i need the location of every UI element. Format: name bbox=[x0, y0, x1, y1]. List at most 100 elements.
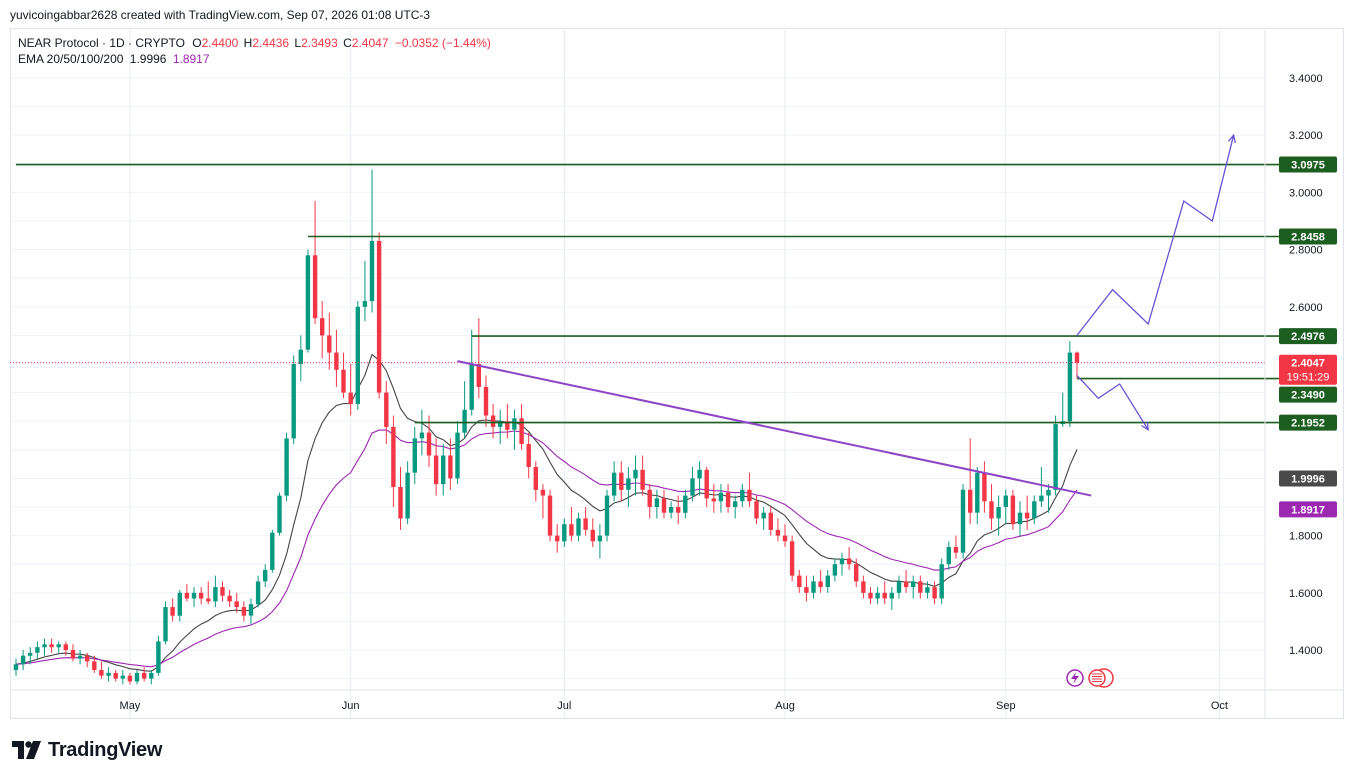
candle-body bbox=[56, 644, 61, 648]
x-tick-label: Jul bbox=[557, 700, 571, 712]
candle-body bbox=[562, 524, 567, 542]
y-tick-label: 1.6000 bbox=[1289, 588, 1323, 600]
candle bbox=[989, 484, 994, 530]
candle-body bbox=[433, 455, 439, 485]
candle-body bbox=[220, 587, 225, 596]
candle-body bbox=[1032, 501, 1037, 519]
candle bbox=[391, 415, 396, 507]
candle bbox=[832, 558, 838, 582]
candle bbox=[1017, 501, 1023, 536]
ema-fast-label: 1.9996 bbox=[1291, 474, 1325, 486]
candle-body bbox=[903, 581, 909, 588]
candle-body bbox=[469, 364, 474, 410]
candle bbox=[284, 432, 289, 502]
candle-body bbox=[804, 587, 809, 593]
candle-body bbox=[982, 472, 987, 502]
candle-body bbox=[476, 364, 481, 387]
candle-body bbox=[1010, 495, 1016, 525]
candle-body bbox=[483, 386, 489, 416]
candle-body bbox=[697, 469, 702, 479]
candle-body bbox=[519, 418, 524, 444]
candle-body bbox=[668, 507, 674, 513]
candle bbox=[619, 461, 624, 502]
candle-body bbox=[263, 569, 268, 582]
candle bbox=[754, 495, 759, 525]
candle-body bbox=[384, 392, 389, 427]
candle-body bbox=[376, 241, 382, 393]
candle-body bbox=[846, 558, 852, 565]
candle bbox=[968, 438, 973, 525]
current-price-label-box bbox=[1279, 354, 1337, 385]
current-price-label-countdown: 19:51:29 bbox=[1287, 372, 1330, 384]
candle-body bbox=[426, 432, 432, 456]
candle bbox=[1024, 495, 1030, 530]
candle-body bbox=[526, 444, 531, 467]
candle bbox=[982, 461, 987, 513]
candle bbox=[441, 444, 446, 496]
candle-body bbox=[811, 581, 816, 593]
candle-body bbox=[590, 529, 595, 542]
candle-body bbox=[797, 575, 802, 587]
candle bbox=[255, 575, 261, 608]
y-tick-label: 1.4000 bbox=[1289, 645, 1323, 657]
candle-body bbox=[597, 535, 603, 542]
candle bbox=[490, 404, 496, 439]
candle-body bbox=[134, 672, 140, 682]
candle bbox=[768, 507, 773, 536]
candle-body bbox=[540, 489, 546, 496]
candle-body bbox=[654, 498, 660, 507]
tradingview-logo-icon bbox=[12, 741, 41, 759]
candle bbox=[85, 652, 90, 668]
candle-body bbox=[234, 601, 239, 608]
candle bbox=[604, 489, 610, 542]
candle bbox=[1039, 466, 1044, 507]
candle-body bbox=[825, 575, 830, 587]
candle-body bbox=[1053, 424, 1058, 490]
candle-body bbox=[782, 535, 788, 542]
candle bbox=[113, 670, 118, 682]
candle-body bbox=[49, 644, 54, 648]
candle-body bbox=[854, 564, 859, 582]
candle bbox=[426, 415, 432, 467]
candle-body bbox=[248, 604, 254, 616]
candle-body bbox=[918, 581, 923, 593]
candle bbox=[469, 329, 474, 416]
candle bbox=[341, 352, 346, 399]
y-tick-label: 2.8000 bbox=[1289, 245, 1323, 257]
candle-body bbox=[505, 421, 510, 430]
candle bbox=[1053, 415, 1058, 496]
candle-body bbox=[661, 498, 667, 513]
candle-body bbox=[754, 501, 759, 519]
candle bbox=[206, 581, 211, 605]
candle bbox=[184, 584, 190, 602]
candle-body bbox=[398, 487, 403, 519]
candle-body bbox=[718, 492, 724, 502]
tradingview-logo[interactable]: TradingView bbox=[12, 738, 162, 762]
candle-body bbox=[747, 489, 752, 502]
low-value: 2.3493 bbox=[301, 36, 338, 50]
x-tick-label: Sep bbox=[996, 700, 1016, 712]
candle-body bbox=[255, 581, 261, 605]
candle-body bbox=[348, 392, 353, 404]
candle-body bbox=[85, 655, 90, 662]
candle bbox=[348, 364, 353, 416]
candle-body bbox=[569, 524, 574, 536]
open-value: 2.4400 bbox=[201, 36, 239, 50]
candle bbox=[975, 466, 980, 525]
candle bbox=[213, 575, 218, 608]
candle bbox=[939, 558, 944, 605]
candle-body bbox=[70, 650, 76, 659]
candle bbox=[718, 484, 724, 513]
symbol-label[interactable]: NEAR Protocol · 1D · CRYPTO bbox=[18, 36, 185, 50]
candle-body bbox=[320, 318, 325, 336]
change-value: −0.0352 (−1.44%) bbox=[394, 36, 491, 50]
ema-label[interactable]: EMA 20/50/100/200 bbox=[18, 52, 124, 66]
candle-body bbox=[1024, 512, 1030, 519]
trendline bbox=[457, 360, 1092, 497]
candle bbox=[120, 670, 125, 685]
candle-body bbox=[861, 581, 866, 593]
candle bbox=[740, 484, 745, 507]
candle bbox=[889, 587, 894, 610]
candle bbox=[725, 484, 731, 513]
